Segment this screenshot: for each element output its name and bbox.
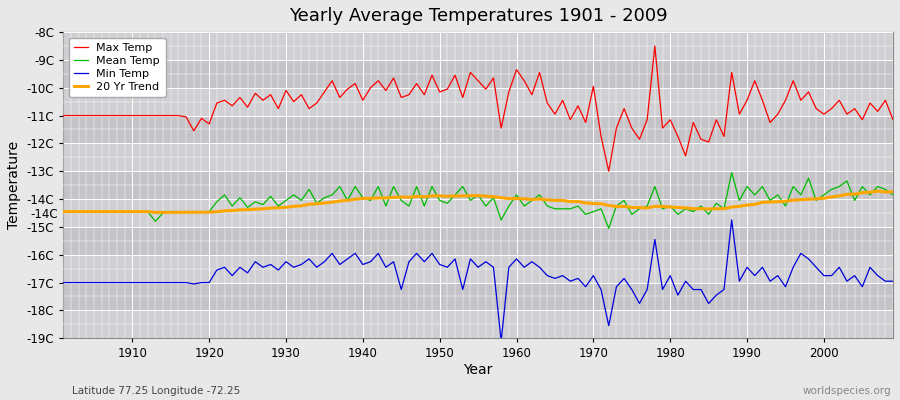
Y-axis label: Temperature: Temperature bbox=[7, 141, 21, 229]
20 Yr Trend bbox=[296, 204, 307, 208]
Bar bbox=[63, 116, 893, 143]
Min Temp bbox=[611, 284, 622, 289]
Max Temp bbox=[611, 126, 622, 130]
Bar bbox=[63, 143, 893, 171]
Mean Temp bbox=[887, 192, 898, 197]
Mean Temp bbox=[58, 209, 68, 214]
Bar bbox=[63, 32, 893, 60]
Mean Temp bbox=[511, 192, 522, 197]
X-axis label: Year: Year bbox=[464, 363, 493, 377]
Min Temp bbox=[887, 279, 898, 284]
Min Temp bbox=[119, 280, 130, 285]
Max Temp bbox=[887, 117, 898, 122]
Line: 20 Yr Trend: 20 Yr Trend bbox=[63, 191, 893, 212]
Min Temp bbox=[726, 218, 737, 222]
Line: Max Temp: Max Temp bbox=[63, 46, 893, 171]
Max Temp bbox=[503, 90, 514, 94]
Legend: Max Temp, Mean Temp, Min Temp, 20 Yr Trend: Max Temp, Mean Temp, Min Temp, 20 Yr Tre… bbox=[68, 38, 166, 98]
Title: Yearly Average Temperatures 1901 - 2009: Yearly Average Temperatures 1901 - 2009 bbox=[289, 7, 668, 25]
Max Temp bbox=[58, 113, 68, 118]
Mean Temp bbox=[503, 204, 514, 208]
Max Temp bbox=[119, 113, 130, 118]
Min Temp bbox=[58, 280, 68, 285]
20 Yr Trend bbox=[119, 209, 130, 214]
Mean Temp bbox=[288, 192, 299, 197]
Mean Temp bbox=[335, 184, 346, 189]
20 Yr Trend bbox=[58, 209, 68, 214]
Mean Temp bbox=[119, 209, 130, 214]
Mean Temp bbox=[603, 226, 614, 231]
Min Temp bbox=[518, 265, 529, 270]
20 Yr Trend bbox=[158, 210, 168, 215]
Text: worldspecies.org: worldspecies.org bbox=[803, 386, 891, 396]
Min Temp bbox=[496, 339, 507, 344]
Bar bbox=[63, 310, 893, 338]
Bar bbox=[63, 171, 893, 199]
20 Yr Trend bbox=[611, 204, 622, 209]
Bar bbox=[63, 199, 893, 227]
20 Yr Trend bbox=[511, 196, 522, 201]
Max Temp bbox=[603, 169, 614, 174]
Mean Temp bbox=[611, 204, 622, 208]
Bar bbox=[63, 88, 893, 116]
Max Temp bbox=[511, 67, 522, 72]
Max Temp bbox=[335, 95, 346, 100]
20 Yr Trend bbox=[342, 198, 353, 203]
Mean Temp bbox=[726, 170, 737, 175]
Min Temp bbox=[288, 265, 299, 270]
Max Temp bbox=[288, 99, 299, 104]
Bar bbox=[63, 255, 893, 282]
Text: Latitude 77.25 Longitude -72.25: Latitude 77.25 Longitude -72.25 bbox=[72, 386, 240, 396]
Max Temp bbox=[650, 44, 661, 48]
Bar bbox=[63, 227, 893, 255]
20 Yr Trend bbox=[518, 196, 529, 201]
20 Yr Trend bbox=[887, 189, 898, 194]
Min Temp bbox=[511, 256, 522, 261]
Bar bbox=[63, 282, 893, 310]
Bar bbox=[63, 60, 893, 88]
Line: Min Temp: Min Temp bbox=[63, 220, 893, 341]
Min Temp bbox=[335, 262, 346, 267]
Line: Mean Temp: Mean Temp bbox=[63, 173, 893, 228]
20 Yr Trend bbox=[872, 189, 883, 194]
